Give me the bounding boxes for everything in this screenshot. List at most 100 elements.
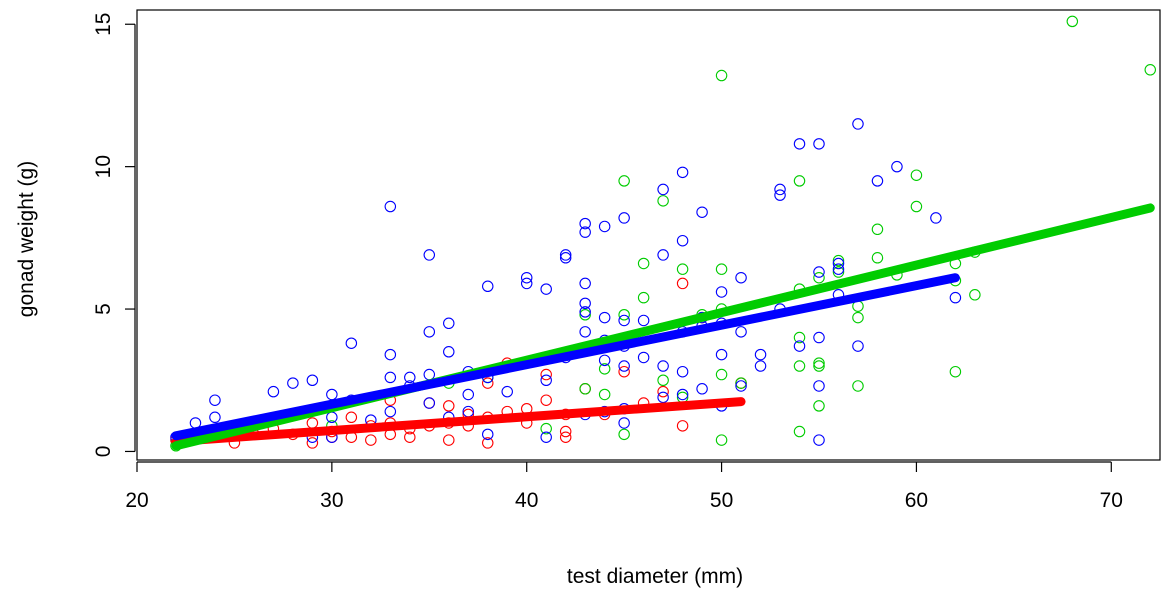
data-point <box>832 257 845 270</box>
data-point <box>793 138 806 150</box>
data-point <box>618 360 630 372</box>
data-point <box>481 437 494 449</box>
data-point <box>384 371 397 384</box>
data-point <box>209 394 221 406</box>
data-point <box>715 368 728 381</box>
data-point <box>618 428 630 441</box>
data-point <box>618 308 630 321</box>
data-point <box>384 200 397 213</box>
data-point <box>657 183 669 196</box>
y-tick-label: 15 <box>92 13 115 36</box>
x-tick-label: 70 <box>1100 489 1123 512</box>
data-point <box>832 254 845 267</box>
x-tick-label: 50 <box>710 489 733 512</box>
data-point <box>365 434 377 446</box>
data-point <box>813 380 825 392</box>
data-point <box>306 374 319 387</box>
data-point <box>540 283 552 295</box>
data-point <box>443 317 455 330</box>
data-point <box>481 428 494 441</box>
data-point <box>813 360 825 372</box>
data-point <box>793 360 806 372</box>
data-point <box>676 388 689 401</box>
data-point <box>676 365 689 378</box>
data-point <box>949 291 962 304</box>
data-point <box>813 434 825 446</box>
data-point <box>1066 15 1079 28</box>
data-point <box>735 380 747 392</box>
data-point <box>676 263 689 275</box>
data-point <box>559 252 572 264</box>
data-point <box>287 377 299 389</box>
data-point <box>1144 64 1157 76</box>
x-tick-label: 20 <box>125 489 148 512</box>
data-point <box>793 340 806 352</box>
plot-frame <box>136 9 1161 461</box>
data-point <box>754 348 767 361</box>
data-point <box>345 411 358 424</box>
x-tick-label: 40 <box>515 489 538 512</box>
data-point <box>540 374 552 387</box>
data-point <box>520 271 533 284</box>
data-point <box>345 337 358 349</box>
data-point <box>910 169 923 181</box>
data-point <box>209 411 221 424</box>
data-point <box>657 249 669 261</box>
data-point <box>676 234 689 247</box>
data-point <box>618 175 630 187</box>
data-point <box>676 420 689 432</box>
data-point <box>852 380 864 392</box>
data-point <box>657 385 669 398</box>
data-point <box>832 263 845 275</box>
data-point <box>774 183 786 196</box>
x-tick-label: 60 <box>905 489 928 512</box>
data-point <box>598 388 611 401</box>
data-point <box>598 220 611 233</box>
data-point <box>404 371 416 384</box>
data-point <box>443 400 455 412</box>
data-point <box>423 397 436 409</box>
data-point <box>676 277 689 290</box>
x-axis-title: test diameter (mm) <box>567 565 743 588</box>
data-point <box>852 340 864 352</box>
x-axis: 20 30 40 50 60 70 <box>125 461 1123 512</box>
data-point <box>891 160 903 173</box>
data-point <box>657 374 669 387</box>
data-point <box>559 249 572 261</box>
data-point <box>579 297 591 310</box>
data-point <box>481 280 494 293</box>
data-point <box>715 434 728 446</box>
data-point <box>598 354 611 367</box>
y-tick-label: 0 <box>92 446 115 458</box>
data-point <box>696 383 708 395</box>
data-point <box>813 271 825 284</box>
data-point <box>481 377 494 389</box>
data-point <box>618 212 630 224</box>
data-point <box>579 383 591 395</box>
data-point <box>559 431 572 443</box>
data-point <box>813 400 825 412</box>
y-tick-label: 5 <box>92 303 115 315</box>
data-point <box>618 314 630 327</box>
data-point <box>676 166 689 179</box>
data-point <box>696 206 708 218</box>
data-point <box>384 405 397 418</box>
data-point <box>969 289 981 301</box>
data-point <box>715 286 728 298</box>
data-point <box>579 306 591 318</box>
data-point <box>910 200 923 213</box>
data-point <box>637 351 650 364</box>
data-point <box>657 391 669 404</box>
data-point <box>735 377 747 389</box>
data-point <box>774 189 786 201</box>
data-point <box>871 252 884 264</box>
data-point <box>618 365 630 378</box>
data-point <box>443 346 455 358</box>
data-point <box>637 314 650 327</box>
data-point <box>715 263 728 275</box>
data-point <box>657 360 669 372</box>
y-tick-label: 10 <box>92 155 115 178</box>
data-point <box>832 266 845 278</box>
data-point <box>793 331 806 344</box>
